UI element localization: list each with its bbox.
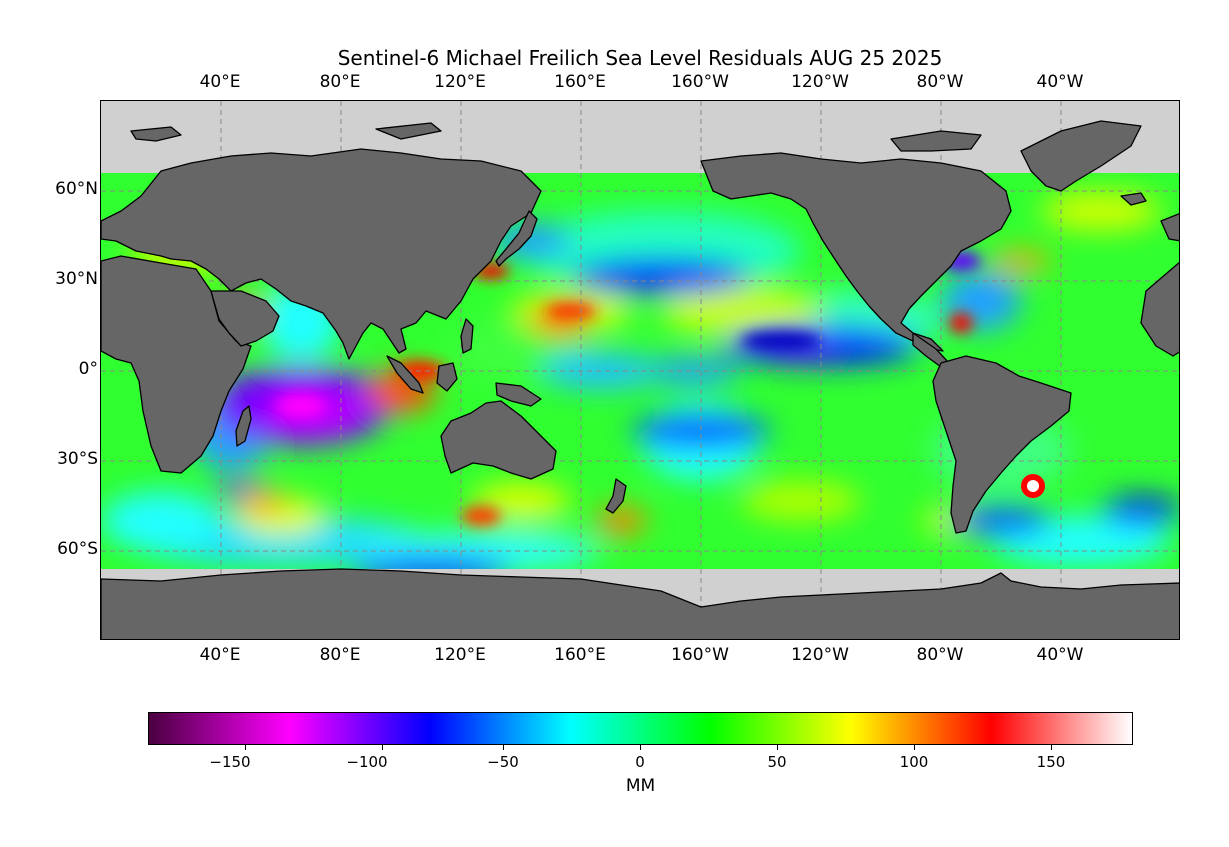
top-lon-tick: 160°E — [554, 72, 606, 92]
lat-tick: 30°S — [57, 449, 98, 469]
bottom-lon-tick: 80°W — [916, 645, 964, 665]
lat-tick: 60°N — [55, 179, 98, 199]
map-title: Sentinel-6 Michael Freilich Sea Level Re… — [337, 46, 943, 70]
bottom-lon-tick: 160°W — [671, 645, 729, 665]
lat-tick: 0° — [78, 359, 98, 379]
colorbar-tick: −150 — [209, 753, 251, 771]
south-america-landmass — [932, 355, 1072, 534]
japan-landmass — [495, 210, 538, 267]
svalbard-landmass — [130, 126, 182, 142]
colorbar — [148, 712, 1133, 745]
map-svg — [101, 101, 1179, 639]
lat-tick: 60°S — [57, 539, 98, 559]
colorbar-tick: 100 — [899, 753, 929, 771]
top-lon-tick: 120°E — [434, 72, 486, 92]
colorbar-label: MM — [625, 776, 656, 796]
bottom-lon-tick: 40°E — [199, 645, 241, 665]
philippines-landmass — [460, 318, 474, 354]
colorbar-tick: 0 — [635, 753, 645, 771]
west-africa-landmass — [1140, 261, 1179, 357]
africa-landmass — [101, 255, 252, 474]
greenland-landmass — [1020, 120, 1142, 192]
top-lon-tick: 40°E — [199, 72, 241, 92]
novaya-zemlya-landmass — [375, 122, 442, 140]
australia-landmass — [440, 400, 557, 480]
colorbar-tick: −50 — [487, 753, 519, 771]
colorbar-tick-mark — [245, 745, 246, 750]
bottom-lon-tick: 160°E — [554, 645, 606, 665]
new-zealand-landmass — [605, 478, 627, 514]
colorbar-tick-mark — [777, 745, 778, 750]
colorbar-tick: 150 — [1036, 753, 1066, 771]
arctic-islands-landmass — [890, 130, 982, 152]
arabia-landmass — [210, 290, 280, 347]
bottom-lon-tick: 40°W — [1036, 645, 1084, 665]
new-guinea-landmass — [495, 382, 542, 407]
colorbar-tick: −100 — [346, 753, 388, 771]
colorbar-tick-mark — [382, 745, 383, 750]
bottom-lon-tick: 80°E — [319, 645, 361, 665]
top-lon-tick: 120°W — [791, 72, 849, 92]
top-lon-tick: 80°W — [916, 72, 964, 92]
antarctica-landmass — [101, 568, 1179, 639]
colorbar-tick-mark — [1051, 745, 1052, 750]
map-panel — [100, 100, 1180, 640]
colorbar-tick-mark — [914, 745, 915, 750]
europe-west-landmass — [1160, 213, 1179, 242]
top-lon-tick: 80°E — [319, 72, 361, 92]
iceland-landmass — [1120, 192, 1147, 206]
borneo-landmass — [436, 362, 458, 392]
indonesia-landmass — [386, 355, 424, 394]
bottom-lon-tick: 120°E — [434, 645, 486, 665]
north-america-landmass — [700, 152, 1012, 352]
madagascar-landmass — [235, 405, 252, 447]
colorbar-tick-mark — [640, 745, 641, 750]
top-lon-tick: 160°W — [671, 72, 729, 92]
lat-tick: 30°N — [55, 269, 98, 289]
colorbar-tick: 50 — [767, 753, 787, 771]
colorbar-tick-mark — [503, 745, 504, 750]
bottom-lon-tick: 120°W — [791, 645, 849, 665]
eurasia-landmass — [101, 148, 542, 360]
top-lon-tick: 40°W — [1036, 72, 1084, 92]
